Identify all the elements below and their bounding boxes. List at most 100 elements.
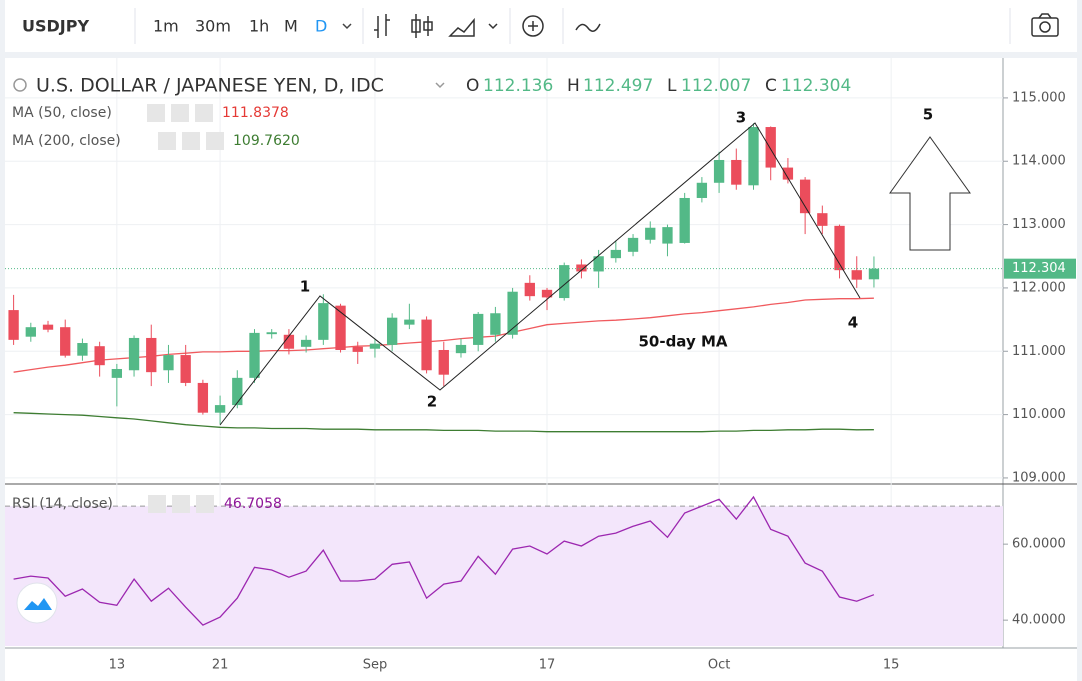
wave-label: 4 <box>848 314 858 332</box>
candle-body <box>369 343 381 349</box>
candle-body <box>111 368 123 378</box>
ma-label: 50-day MA <box>638 333 727 351</box>
wave-label: 3 <box>736 109 746 127</box>
candle-body <box>782 167 794 180</box>
candle-body <box>559 265 570 299</box>
candle-body <box>266 332 277 335</box>
last-price-label: 112.304 <box>1012 261 1066 276</box>
candle-body <box>524 282 535 297</box>
legend-value: 109.7620 <box>233 133 300 149</box>
candle-body <box>300 339 312 347</box>
y-tick-label: 113.000 <box>1012 217 1066 232</box>
candle-body <box>214 405 226 413</box>
candle-body <box>404 319 415 325</box>
ohlc-letter: C <box>765 76 777 96</box>
interval[interactable]: M <box>284 17 298 36</box>
candle-body <box>386 317 398 345</box>
bar-style-icon[interactable] <box>374 14 498 38</box>
interval-active[interactable]: D <box>315 17 327 36</box>
dropdown[interactable] <box>342 23 352 30</box>
candle-body <box>851 270 862 280</box>
candle-body <box>593 256 604 272</box>
candle-body <box>197 382 209 413</box>
x-tick-label: 21 <box>212 658 229 673</box>
ohlc-letter: H <box>567 76 580 96</box>
plot: 13 21 Sep 17 Oct 15115.000114.000113.000112.0… <box>5 58 1076 673</box>
dropdown[interactable] <box>435 82 445 89</box>
candle-body <box>60 327 71 356</box>
candle-body <box>834 225 845 271</box>
candle-body <box>25 327 36 337</box>
interval[interactable]: 30m <box>195 17 231 36</box>
candle-body <box>507 291 518 335</box>
last-price-tag <box>1004 258 1076 279</box>
legend-value: 46.7058 <box>224 496 282 512</box>
candle-body <box>713 159 725 183</box>
wave-label: 1 <box>300 278 310 296</box>
candle-body <box>232 377 243 406</box>
x-tick-label: 13 <box>109 658 126 673</box>
candle-body <box>249 332 260 378</box>
ohlc-letter: L <box>667 76 677 96</box>
candle-body <box>576 264 587 272</box>
compare-icon[interactable] <box>575 23 601 32</box>
candle-body <box>77 343 88 356</box>
candle-body <box>455 344 467 354</box>
x-tick-label: Oct <box>708 658 730 673</box>
candle-body <box>490 313 501 335</box>
candle-body <box>610 249 622 259</box>
symbol-icon <box>13 78 27 92</box>
candle-body <box>473 313 484 345</box>
candle-body <box>283 334 295 349</box>
legend-entry: RSI (14, close) <box>12 496 113 512</box>
y-tick-label: 115.000 <box>1012 90 1066 105</box>
candle-body <box>817 213 828 226</box>
interval[interactable]: 1m <box>153 17 179 36</box>
interval[interactable]: 1h <box>249 17 269 36</box>
candle-body <box>696 182 708 198</box>
rsi-band <box>5 506 1003 646</box>
snapshot-icon[interactable] <box>1031 13 1059 37</box>
legend-entry: MA (50, close) <box>12 105 112 121</box>
candle-body <box>645 227 656 240</box>
candle-body <box>128 337 140 371</box>
y-tick-label: 114.000 <box>1012 154 1066 169</box>
x-tick-label: 17 <box>539 658 556 673</box>
series-line <box>13 412 874 433</box>
symbol[interactable]: USDJPY <box>22 17 89 36</box>
y-tick-label: 111.000 <box>1012 344 1066 359</box>
candle-body <box>335 305 346 350</box>
candle-body <box>438 349 449 375</box>
x-tick-label: Sep <box>363 658 388 673</box>
y-tick-label: 109.000 <box>1012 470 1066 485</box>
candle-body <box>94 346 105 366</box>
candle-body <box>765 127 776 168</box>
legend-buttons[interactable] <box>147 104 224 513</box>
series-line <box>13 495 875 626</box>
candle-body <box>42 324 54 330</box>
candle-body <box>180 355 191 383</box>
candle-body <box>146 337 157 373</box>
legend-value: 111.8378 <box>222 105 289 121</box>
candle-body <box>8 310 19 340</box>
candle-body <box>748 127 759 186</box>
close-value: 112.304 <box>781 76 851 96</box>
candle-body <box>868 268 880 280</box>
series-line <box>13 297 874 373</box>
low-value: 112.007 <box>681 76 751 96</box>
candle-body <box>799 179 811 214</box>
y-tick-label: 40.0000 <box>1012 613 1066 628</box>
candle-body <box>352 346 363 352</box>
open-value: 112.136 <box>483 76 553 96</box>
y-tick-label: 60.0000 <box>1012 537 1066 552</box>
candle-body <box>163 355 174 371</box>
candle-body <box>627 237 639 252</box>
wave-lines <box>219 122 861 426</box>
ohlc-letter: O <box>466 76 479 96</box>
logo <box>16 582 58 624</box>
indicators-icon[interactable] <box>522 15 544 37</box>
candle-body <box>679 197 690 243</box>
y-tick-label: 110.000 <box>1012 407 1066 422</box>
high-value: 112.497 <box>583 76 653 96</box>
